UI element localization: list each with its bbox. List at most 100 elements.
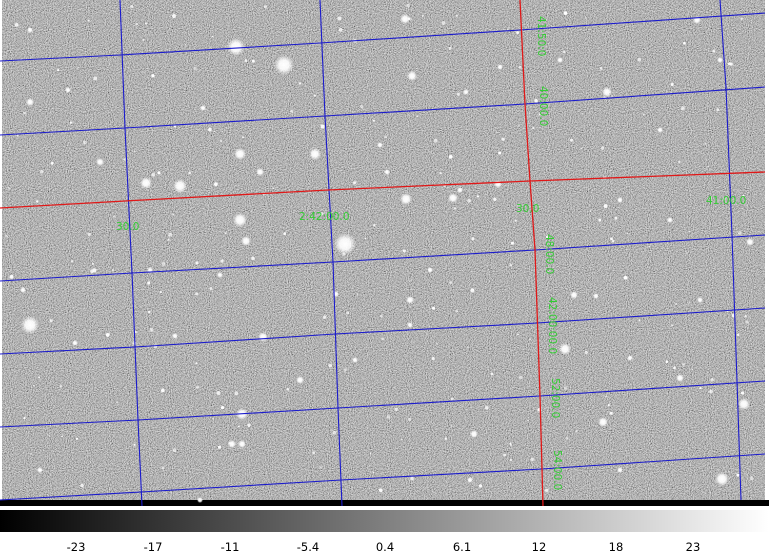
faint-star (603, 204, 608, 208)
star (20, 287, 26, 293)
faint-star (607, 403, 611, 407)
faint-star (678, 160, 681, 163)
faint-star (135, 22, 139, 26)
label-dec-40-00: 40:00.0 (537, 86, 549, 126)
faint-star (195, 362, 198, 365)
faint-star (455, 309, 459, 313)
faint-star (409, 280, 411, 282)
faint-star (234, 391, 239, 396)
faint-star (433, 138, 438, 143)
faint-star (545, 235, 549, 239)
faint-star (532, 126, 535, 130)
faint-star (219, 139, 223, 143)
faint-star (737, 231, 742, 235)
faint-star (716, 108, 720, 112)
faint-star (723, 197, 726, 201)
star (173, 179, 187, 193)
faint-star (147, 310, 151, 314)
faint-star (381, 337, 385, 341)
faint-star (332, 430, 336, 435)
faint-star (699, 387, 702, 390)
faint-star (272, 187, 275, 190)
faint-star (408, 62, 410, 64)
faint-star (444, 437, 447, 440)
star (470, 430, 478, 438)
faint-star (161, 261, 166, 266)
faint-star (50, 161, 54, 165)
star (697, 297, 703, 303)
faint-star (188, 171, 192, 174)
faint-star (710, 378, 714, 382)
faint-star (609, 411, 613, 415)
faint-star (224, 232, 227, 234)
faint-star (142, 38, 145, 41)
sky-image-viewer[interactable]: 41:50:0 40:00.0 30.0 2:42:00.0 30.0 41:0… (0, 0, 769, 506)
faint-star (184, 43, 187, 46)
faint-star (537, 206, 540, 208)
star (427, 267, 433, 273)
faint-star (212, 418, 214, 420)
faint-star (563, 11, 568, 15)
faint-star (638, 319, 641, 322)
faint-star (527, 419, 529, 422)
faint-star (48, 434, 50, 437)
star (746, 238, 754, 246)
faint-star (709, 389, 713, 394)
faint-star (23, 416, 26, 420)
faint-star (493, 197, 497, 202)
star (400, 14, 410, 24)
faint-star (323, 212, 326, 214)
faint-star (93, 76, 98, 81)
faint-star (598, 218, 602, 222)
star-field (5, 3, 754, 503)
faint-star (23, 111, 26, 115)
faint-star (263, 5, 267, 9)
faint-star (749, 476, 754, 481)
faint-star (77, 66, 79, 69)
faint-star (686, 252, 688, 255)
colorbar[interactable] (0, 510, 769, 532)
faint-star (407, 417, 412, 422)
faint-star (384, 135, 387, 139)
faint-star (740, 17, 743, 20)
star (26, 98, 34, 106)
star (72, 340, 78, 346)
faint-star (675, 303, 678, 305)
label-dec-41-50: 41:50:0 (535, 16, 547, 56)
label-ra-41-00: 41:00.0 (706, 195, 746, 207)
star (467, 477, 473, 483)
faint-star (623, 275, 628, 280)
faint-star (111, 269, 114, 272)
colorbar-tick-label: 18 (608, 540, 624, 554)
faint-star (648, 245, 651, 248)
faint-star (518, 65, 522, 69)
faint-star (381, 353, 383, 356)
faint-star (337, 16, 342, 21)
star (463, 89, 469, 95)
grid-line-dec (0, 12, 766, 62)
faint-star (160, 388, 165, 393)
faint-star (410, 476, 414, 481)
faint-star (312, 451, 316, 455)
faint-star (207, 127, 212, 132)
faint-star (193, 66, 197, 70)
faint-star (585, 17, 587, 19)
star (96, 158, 104, 166)
faint-star (159, 290, 162, 294)
faint-star (478, 484, 483, 488)
colorbar-tick-label: 23 (685, 540, 701, 554)
faint-star (610, 237, 613, 241)
faint-star (565, 437, 569, 440)
faint-star (14, 23, 19, 27)
faint-star (149, 327, 154, 332)
star (65, 87, 71, 93)
faint-star (694, 136, 696, 138)
faint-star (151, 172, 156, 177)
faint-star (5, 235, 8, 238)
colorbar-tick-label: -11 (220, 540, 240, 554)
label-dec-42-00-00: 42:00:00.0 (546, 297, 558, 354)
star (384, 169, 390, 175)
label-dec-54-00: 54:00.0 (551, 450, 563, 490)
faint-star (704, 142, 707, 145)
star (197, 497, 203, 503)
